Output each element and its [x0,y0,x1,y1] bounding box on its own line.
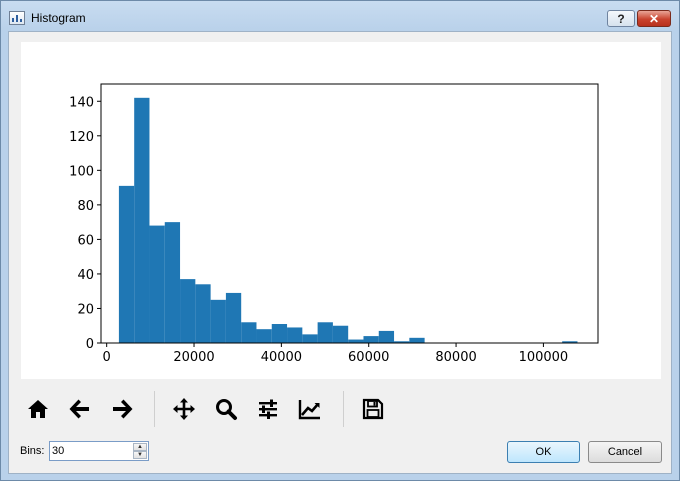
histogram-bar [134,97,150,344]
toolbar-separator [154,391,155,427]
y-tick-label: 100 [69,164,94,179]
dialog-body: 0 20000 40000 60000 80000 100000 0 20 40 60 80 100 1… [8,31,672,474]
histogram-bar [348,339,364,343]
pan-button[interactable] [168,393,200,425]
histogram-bar [241,322,257,343]
histogram-bar [562,341,578,343]
histogram-bar [210,299,226,343]
bins-spinbox[interactable]: ▲ ▼ [49,441,149,461]
histogram-bar [378,330,395,343]
toolbar-separator [343,391,344,427]
histogram-bar [225,292,242,343]
close-button[interactable]: ✕ [637,10,671,27]
histogram-bar [332,325,349,343]
histogram-bar [118,185,135,343]
forward-button[interactable] [106,393,138,425]
bins-label: Bins: [20,445,45,457]
cancel-button[interactable]: Cancel [588,441,662,463]
histogram-bar [256,329,272,343]
spin-down-button[interactable]: ▼ [133,451,147,459]
home-icon [28,400,48,418]
window-icon [9,11,25,25]
histogram-bar [287,327,303,343]
histogram-bar [394,341,410,343]
y-tick-label: 120 [69,130,94,145]
forward-icon [113,399,133,419]
x-tick-label: 40000 [261,350,302,365]
zoom-button[interactable] [210,393,242,425]
y-tick-label: 40 [77,268,94,283]
histogram-bar [363,336,379,343]
histogram-chart: 0 20000 40000 60000 80000 100000 0 20 40 60 80 100 1… [69,83,599,365]
histogram-bar [195,284,211,343]
save-button[interactable] [357,393,389,425]
x-tick-label: 20000 [173,350,214,365]
plot-frame [100,83,599,344]
configure-subplots-icon [259,399,277,419]
edit-axis-button[interactable] [294,393,326,425]
back-button[interactable] [64,393,96,425]
back-icon [69,399,89,419]
histogram-bar [164,222,181,343]
zoom-icon [216,399,237,420]
home-button[interactable] [22,393,54,425]
y-tick-label: 60 [77,233,94,248]
y-tick-label: 140 [69,95,94,110]
y-tick-label: 80 [77,199,94,214]
histogram-bar [271,324,288,343]
histogram-bar [317,322,333,343]
save-icon [362,398,384,420]
title-bar[interactable]: Histogram ? ✕ [1,1,679,33]
plot-toolbar [21,387,401,435]
x-tick-label: 80000 [435,350,476,365]
configure-subplots-button[interactable] [252,393,284,425]
x-tick-label: 60000 [348,350,389,365]
histogram-bar [409,337,425,343]
ok-button[interactable]: OK [507,441,580,463]
y-tick-label: 0 [86,337,94,352]
window-title: Histogram [31,11,86,25]
x-tick-label: 100000 [519,350,569,365]
histogram-bar [302,334,318,343]
help-button[interactable]: ? [607,10,635,27]
histogram-figure: 0 20000 40000 60000 80000 100000 0 20 40 60 80 100 1… [21,42,661,379]
spin-up-button[interactable]: ▲ [133,443,147,451]
histogram-bar [180,279,196,343]
bins-input[interactable] [52,443,132,459]
histogram-bar [149,225,165,343]
y-tick-label: 20 [77,302,94,317]
x-tick-label: 0 [103,350,111,365]
edit-axis-icon [298,400,320,420]
pan-icon [173,398,195,420]
